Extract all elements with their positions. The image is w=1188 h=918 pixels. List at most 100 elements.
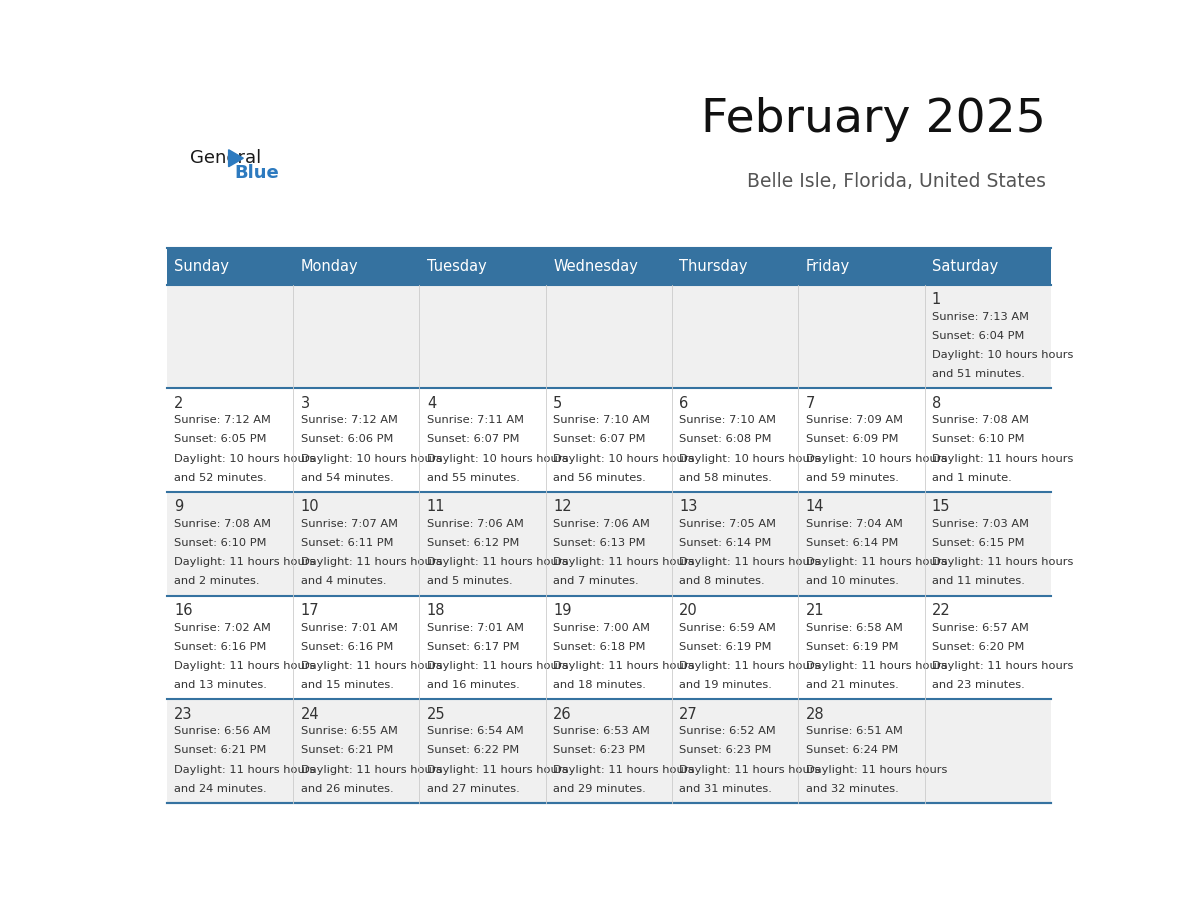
- Text: Sunrise: 7:01 AM: Sunrise: 7:01 AM: [301, 622, 398, 633]
- Text: Sunset: 6:21 PM: Sunset: 6:21 PM: [175, 745, 266, 756]
- Text: Sunrise: 6:53 AM: Sunrise: 6:53 AM: [554, 726, 650, 736]
- Text: and 59 minutes.: and 59 minutes.: [805, 473, 898, 483]
- Text: Sunset: 6:23 PM: Sunset: 6:23 PM: [554, 745, 645, 756]
- Text: 20: 20: [680, 603, 699, 618]
- Text: and 19 minutes.: and 19 minutes.: [680, 680, 772, 690]
- FancyBboxPatch shape: [545, 596, 672, 700]
- Text: Daylight: 11 hours hours: Daylight: 11 hours hours: [554, 557, 695, 567]
- Text: Sunrise: 7:10 AM: Sunrise: 7:10 AM: [554, 415, 650, 425]
- Text: and 31 minutes.: and 31 minutes.: [680, 784, 772, 794]
- Text: Daylight: 11 hours hours: Daylight: 11 hours hours: [680, 661, 821, 671]
- Text: Sunrise: 6:56 AM: Sunrise: 6:56 AM: [175, 726, 271, 736]
- FancyBboxPatch shape: [924, 388, 1051, 492]
- Text: Sunrise: 7:13 AM: Sunrise: 7:13 AM: [931, 312, 1029, 321]
- Text: Sunrise: 7:04 AM: Sunrise: 7:04 AM: [805, 519, 903, 529]
- FancyBboxPatch shape: [293, 492, 419, 596]
- Text: Daylight: 10 hours hours: Daylight: 10 hours hours: [680, 453, 821, 464]
- Text: Sunset: 6:20 PM: Sunset: 6:20 PM: [931, 642, 1024, 652]
- FancyBboxPatch shape: [672, 596, 798, 700]
- Text: Sunrise: 7:01 AM: Sunrise: 7:01 AM: [426, 622, 524, 633]
- Text: and 2 minutes.: and 2 minutes.: [175, 577, 260, 587]
- Text: 26: 26: [554, 707, 571, 722]
- Text: and 13 minutes.: and 13 minutes.: [175, 680, 267, 690]
- Text: Sunrise: 6:58 AM: Sunrise: 6:58 AM: [805, 622, 903, 633]
- Text: and 51 minutes.: and 51 minutes.: [931, 369, 1025, 379]
- Text: General: General: [190, 149, 261, 167]
- FancyBboxPatch shape: [166, 388, 293, 492]
- Text: 28: 28: [805, 707, 824, 722]
- Text: and 21 minutes.: and 21 minutes.: [805, 680, 898, 690]
- Text: 6: 6: [680, 396, 689, 410]
- Text: Sunrise: 7:00 AM: Sunrise: 7:00 AM: [554, 622, 650, 633]
- FancyBboxPatch shape: [419, 285, 545, 388]
- Text: Daylight: 10 hours hours: Daylight: 10 hours hours: [931, 350, 1073, 360]
- Text: Sunset: 6:10 PM: Sunset: 6:10 PM: [931, 434, 1024, 444]
- FancyBboxPatch shape: [419, 596, 545, 700]
- Text: Daylight: 10 hours hours: Daylight: 10 hours hours: [805, 453, 947, 464]
- Text: Blue: Blue: [234, 164, 279, 183]
- Text: Sunrise: 7:02 AM: Sunrise: 7:02 AM: [175, 622, 271, 633]
- Text: 16: 16: [175, 603, 192, 618]
- FancyBboxPatch shape: [545, 285, 672, 388]
- Text: Friday: Friday: [805, 259, 849, 274]
- Text: Daylight: 11 hours hours: Daylight: 11 hours hours: [426, 661, 568, 671]
- Text: Sunset: 6:14 PM: Sunset: 6:14 PM: [805, 538, 898, 548]
- FancyBboxPatch shape: [672, 285, 798, 388]
- Text: Sunday: Sunday: [175, 259, 229, 274]
- Text: 18: 18: [426, 603, 446, 618]
- Text: 14: 14: [805, 499, 824, 514]
- FancyBboxPatch shape: [419, 492, 545, 596]
- Text: and 16 minutes.: and 16 minutes.: [426, 680, 519, 690]
- Text: 15: 15: [931, 499, 950, 514]
- Text: and 54 minutes.: and 54 minutes.: [301, 473, 393, 483]
- FancyBboxPatch shape: [798, 388, 924, 492]
- FancyBboxPatch shape: [672, 700, 798, 803]
- Text: Daylight: 11 hours hours: Daylight: 11 hours hours: [931, 661, 1073, 671]
- FancyBboxPatch shape: [166, 248, 293, 285]
- Text: Daylight: 10 hours hours: Daylight: 10 hours hours: [175, 453, 316, 464]
- Text: Sunset: 6:07 PM: Sunset: 6:07 PM: [426, 434, 519, 444]
- Text: Sunset: 6:11 PM: Sunset: 6:11 PM: [301, 538, 393, 548]
- Text: Sunrise: 7:05 AM: Sunrise: 7:05 AM: [680, 519, 776, 529]
- Text: February 2025: February 2025: [701, 97, 1047, 142]
- FancyBboxPatch shape: [293, 596, 419, 700]
- Text: and 8 minutes.: and 8 minutes.: [680, 577, 765, 587]
- Text: Sunset: 6:07 PM: Sunset: 6:07 PM: [554, 434, 645, 444]
- Text: Sunrise: 7:10 AM: Sunrise: 7:10 AM: [680, 415, 776, 425]
- Text: Sunset: 6:13 PM: Sunset: 6:13 PM: [554, 538, 645, 548]
- Text: Belle Isle, Florida, United States: Belle Isle, Florida, United States: [747, 173, 1047, 192]
- Text: and 26 minutes.: and 26 minutes.: [301, 784, 393, 794]
- Text: and 56 minutes.: and 56 minutes.: [554, 473, 646, 483]
- Text: Daylight: 11 hours hours: Daylight: 11 hours hours: [805, 765, 947, 775]
- Text: 21: 21: [805, 603, 824, 618]
- Text: and 4 minutes.: and 4 minutes.: [301, 577, 386, 587]
- Text: 5: 5: [554, 396, 562, 410]
- FancyBboxPatch shape: [293, 285, 419, 388]
- Text: Daylight: 11 hours hours: Daylight: 11 hours hours: [931, 557, 1073, 567]
- Text: Daylight: 11 hours hours: Daylight: 11 hours hours: [680, 765, 821, 775]
- Text: Sunrise: 7:09 AM: Sunrise: 7:09 AM: [805, 415, 903, 425]
- Text: Thursday: Thursday: [680, 259, 748, 274]
- Text: 7: 7: [805, 396, 815, 410]
- Text: Sunrise: 6:54 AM: Sunrise: 6:54 AM: [426, 726, 524, 736]
- Text: Daylight: 11 hours hours: Daylight: 11 hours hours: [301, 661, 442, 671]
- Text: Sunset: 6:08 PM: Sunset: 6:08 PM: [680, 434, 772, 444]
- FancyBboxPatch shape: [924, 285, 1051, 388]
- Text: Daylight: 10 hours hours: Daylight: 10 hours hours: [301, 453, 442, 464]
- Text: Sunset: 6:18 PM: Sunset: 6:18 PM: [554, 642, 645, 652]
- Text: 23: 23: [175, 707, 192, 722]
- Text: 25: 25: [426, 707, 446, 722]
- FancyBboxPatch shape: [798, 596, 924, 700]
- Text: Daylight: 10 hours hours: Daylight: 10 hours hours: [554, 453, 695, 464]
- FancyBboxPatch shape: [166, 492, 293, 596]
- Text: Sunset: 6:19 PM: Sunset: 6:19 PM: [805, 642, 898, 652]
- FancyBboxPatch shape: [545, 700, 672, 803]
- Text: Sunset: 6:16 PM: Sunset: 6:16 PM: [175, 642, 266, 652]
- FancyBboxPatch shape: [419, 700, 545, 803]
- Text: 10: 10: [301, 499, 320, 514]
- Text: Sunset: 6:23 PM: Sunset: 6:23 PM: [680, 745, 772, 756]
- FancyBboxPatch shape: [924, 596, 1051, 700]
- Text: Sunrise: 7:08 AM: Sunrise: 7:08 AM: [931, 415, 1029, 425]
- Text: Sunset: 6:10 PM: Sunset: 6:10 PM: [175, 538, 267, 548]
- Text: Daylight: 11 hours hours: Daylight: 11 hours hours: [175, 557, 316, 567]
